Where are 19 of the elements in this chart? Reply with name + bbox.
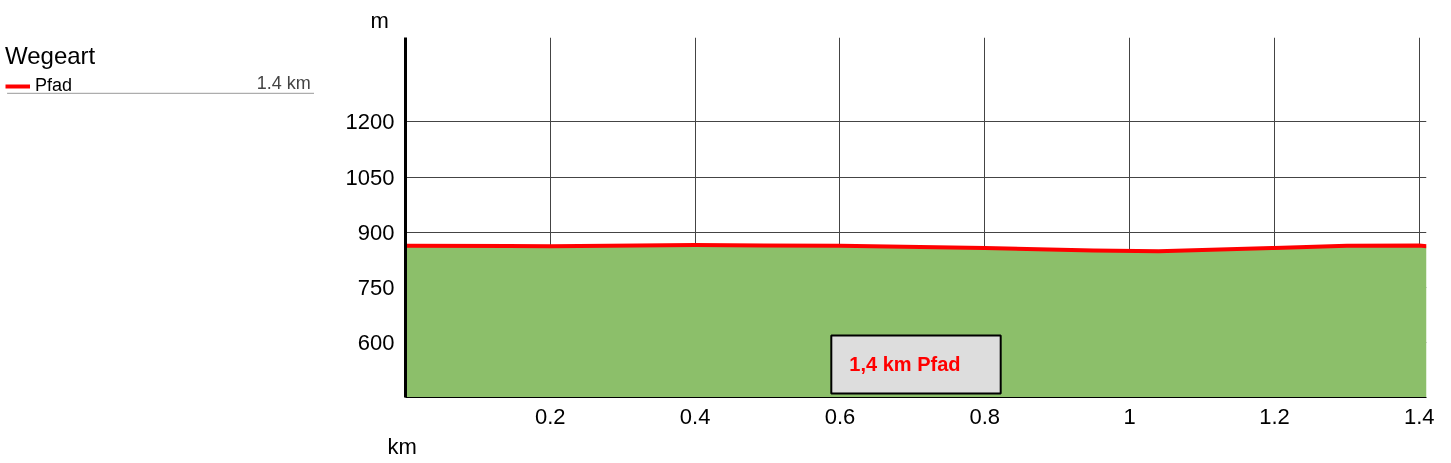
legend-label: Pfad <box>35 75 73 96</box>
x-tick-label: 0.4 <box>679 403 711 429</box>
y-axis-title: m <box>370 7 389 33</box>
legend-title: Wegeart <box>5 42 96 70</box>
y-tick-label: 750 <box>357 274 395 300</box>
x-tick-label: 0.6 <box>824 403 856 429</box>
text: 1.4 km <box>256 72 311 93</box>
x-tick-label: 0.8 <box>969 403 1001 429</box>
y-tick-label: 1200 <box>345 109 395 135</box>
x-tick-label: 1.4 <box>1403 403 1435 429</box>
line-series <box>405 243 1427 254</box>
x-tick-label: 1 <box>1123 403 1136 429</box>
x-axis-title: km <box>387 433 417 459</box>
annotation: 1,4 km Pfad <box>849 353 961 376</box>
y-tick-label: 900 <box>357 219 395 245</box>
y-tick-label: 1050 <box>345 164 395 190</box>
x-tick-label: 0.2 <box>535 403 566 429</box>
x-tick-label: 1.2 <box>1259 403 1290 429</box>
y-tick-label: 600 <box>357 329 395 355</box>
